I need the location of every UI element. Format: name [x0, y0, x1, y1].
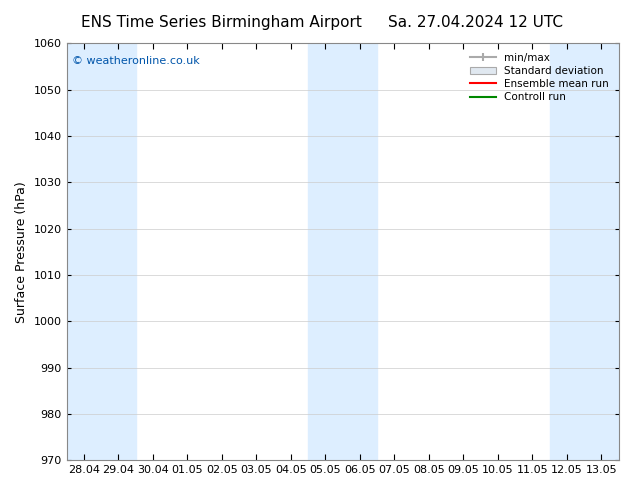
Bar	[342, 44, 377, 460]
Text: © weatheronline.co.uk: © weatheronline.co.uk	[72, 56, 200, 66]
Bar	[101, 44, 136, 460]
Text: ENS Time Series Birmingham Airport: ENS Time Series Birmingham Airport	[81, 15, 363, 30]
Bar	[308, 44, 342, 460]
Y-axis label: Surface Pressure (hPa): Surface Pressure (hPa)	[15, 181, 28, 323]
Bar	[67, 44, 101, 460]
Text: Sa. 27.04.2024 12 UTC: Sa. 27.04.2024 12 UTC	[388, 15, 563, 30]
Legend: min/max, Standard deviation, Ensemble mean run, Controll run: min/max, Standard deviation, Ensemble me…	[466, 49, 613, 106]
Bar	[584, 44, 619, 460]
Bar	[550, 44, 584, 460]
